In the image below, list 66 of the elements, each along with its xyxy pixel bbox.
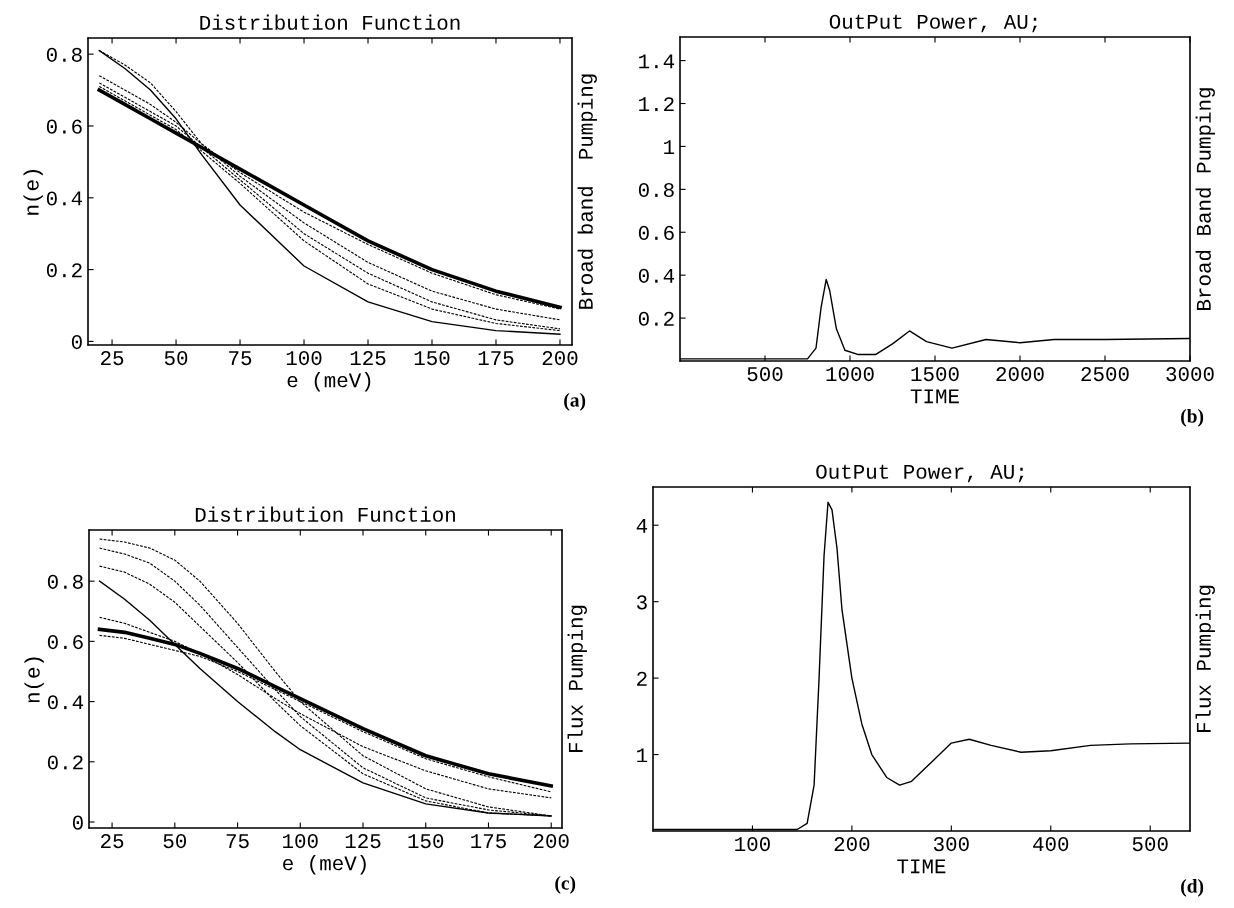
y-tick-label: 1 [637, 748, 648, 763]
x-tick-label: 2000 [996, 367, 1044, 382]
x-tick-label: 2500 [1081, 367, 1129, 382]
x-axis-title: e (meV) [287, 372, 371, 392]
x-tick-label: 200 [834, 837, 870, 852]
x-tick-label: 150 [408, 834, 444, 849]
x-tick-label: 3000 [1166, 367, 1214, 382]
y-tick-label: 3 [636, 595, 647, 610]
x-axis-title: TIME [897, 859, 946, 874]
x-tick-label: 25 [101, 351, 124, 366]
y-tick-label: 0.2 [638, 311, 674, 326]
y-tick-label: 0.8 [47, 574, 83, 589]
x-tick-label: 125 [350, 351, 386, 366]
x-tick-label: 125 [345, 834, 381, 849]
y-tick-label: 1.4 [639, 54, 675, 69]
y-axis-title: n(e) [23, 170, 43, 215]
x-tick-label: 200 [533, 834, 569, 849]
y-tick-label: 1.2 [639, 97, 674, 112]
y2-axis-title: Broad Band Pumping [1195, 88, 1215, 310]
x-tick-label: 175 [471, 834, 506, 849]
text: (d) [1181, 879, 1204, 897]
y-tick-label: 0.8 [638, 182, 674, 198]
y-tick-label: 0.4 [47, 695, 84, 710]
text: (b) [1181, 409, 1204, 427]
y-tick-label: 0.2 [46, 263, 82, 278]
x-tick-label: 1000 [826, 367, 874, 382]
y-tick-label: 0.6 [638, 225, 674, 241]
y2-axis-title: Flux Pumping [567, 605, 587, 753]
y-tick-label: 0.2 [47, 755, 83, 770]
x-axis-title: TIME [910, 389, 959, 404]
y-tick-label: 0.4 [46, 191, 83, 206]
x-tick-label: 25 [101, 834, 124, 849]
x-tick-label: 150 [414, 351, 450, 366]
y-tick-label: 0 [72, 815, 83, 830]
y-tick-label: 2 [637, 671, 647, 686]
x-tick-label: 50 [164, 351, 188, 366]
x-tick-label: 300 [933, 837, 969, 852]
x-tick-label: 75 [226, 834, 249, 849]
chart-title: OutPut Power, AU; [816, 464, 1024, 483]
x-tick-label: 100 [283, 834, 318, 849]
x-axis-title: e (meV) [283, 855, 366, 875]
text: (a) [564, 393, 586, 411]
x-tick-label: 400 [1033, 837, 1069, 852]
text: (c) [555, 876, 576, 894]
y-tick-label: 0.8 [46, 47, 82, 62]
x-tick-label: 500 [747, 367, 783, 382]
x-tick-label: 175 [478, 351, 514, 366]
x-tick-label: 100 [735, 837, 770, 852]
y2-axis-title: Broad band Pumping [577, 74, 597, 309]
y2-axis-title: Flux Pumping [1195, 585, 1215, 733]
chart-title: Distribution Function [200, 14, 460, 30]
y-tick-label: 4 [636, 519, 648, 533]
x-tick-label: 200 [542, 351, 578, 366]
x-tick-label: 1500 [911, 367, 959, 382]
x-tick-label: 100 [286, 351, 322, 366]
x-tick-label: 50 [163, 834, 187, 849]
y-tick-label: 1 [664, 140, 675, 154]
y-tick-label: 0.6 [47, 634, 83, 650]
chart-title: Distribution Function [195, 506, 455, 522]
x-tick-label: 75 [229, 351, 252, 366]
y-tick-label: 0.4 [638, 268, 675, 283]
y-tick-label: 0 [71, 335, 82, 350]
y-axis-title: n(e) [24, 657, 44, 703]
chart-title: OutPut Power, AU; [829, 14, 1037, 33]
x-tick-label: 500 [1132, 837, 1168, 852]
y-tick-label: 0.6 [46, 119, 82, 134]
